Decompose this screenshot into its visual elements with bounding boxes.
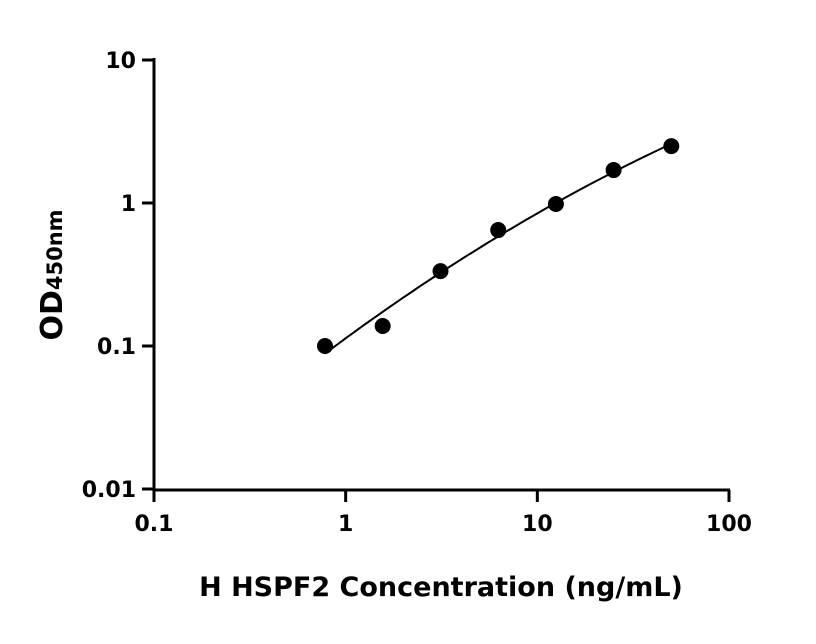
data-point [663, 138, 680, 155]
data-point [605, 162, 622, 179]
y-tick-label: 10 [105, 49, 136, 74]
y-axis-label-main: OD [35, 290, 70, 340]
x-tick-label: 0.1 [135, 512, 174, 537]
data-points [316, 138, 680, 354]
data-point [316, 338, 333, 354]
y-tick-label: 1 [121, 192, 136, 217]
y-axis-label-sub: 450nm [43, 209, 67, 290]
x-axis-label: H HSPF2 Concentration (ng/mL) [199, 572, 683, 603]
data-point [432, 263, 449, 280]
y-axis-label: OD450nm [35, 209, 70, 340]
x-tick-label: 10 [522, 512, 553, 537]
y-tick-label: 0.01 [82, 478, 136, 503]
x-ticks: 0.1 1 10 100 [135, 490, 752, 537]
x-tick-label: 1 [338, 512, 353, 537]
data-point [547, 196, 564, 213]
y-tick-label: 0.1 [97, 335, 136, 360]
y-ticks: 0.01 0.1 1 10 [82, 49, 154, 503]
data-point [374, 317, 391, 334]
data-point [490, 222, 507, 239]
x-tick-label: 100 [706, 512, 752, 537]
